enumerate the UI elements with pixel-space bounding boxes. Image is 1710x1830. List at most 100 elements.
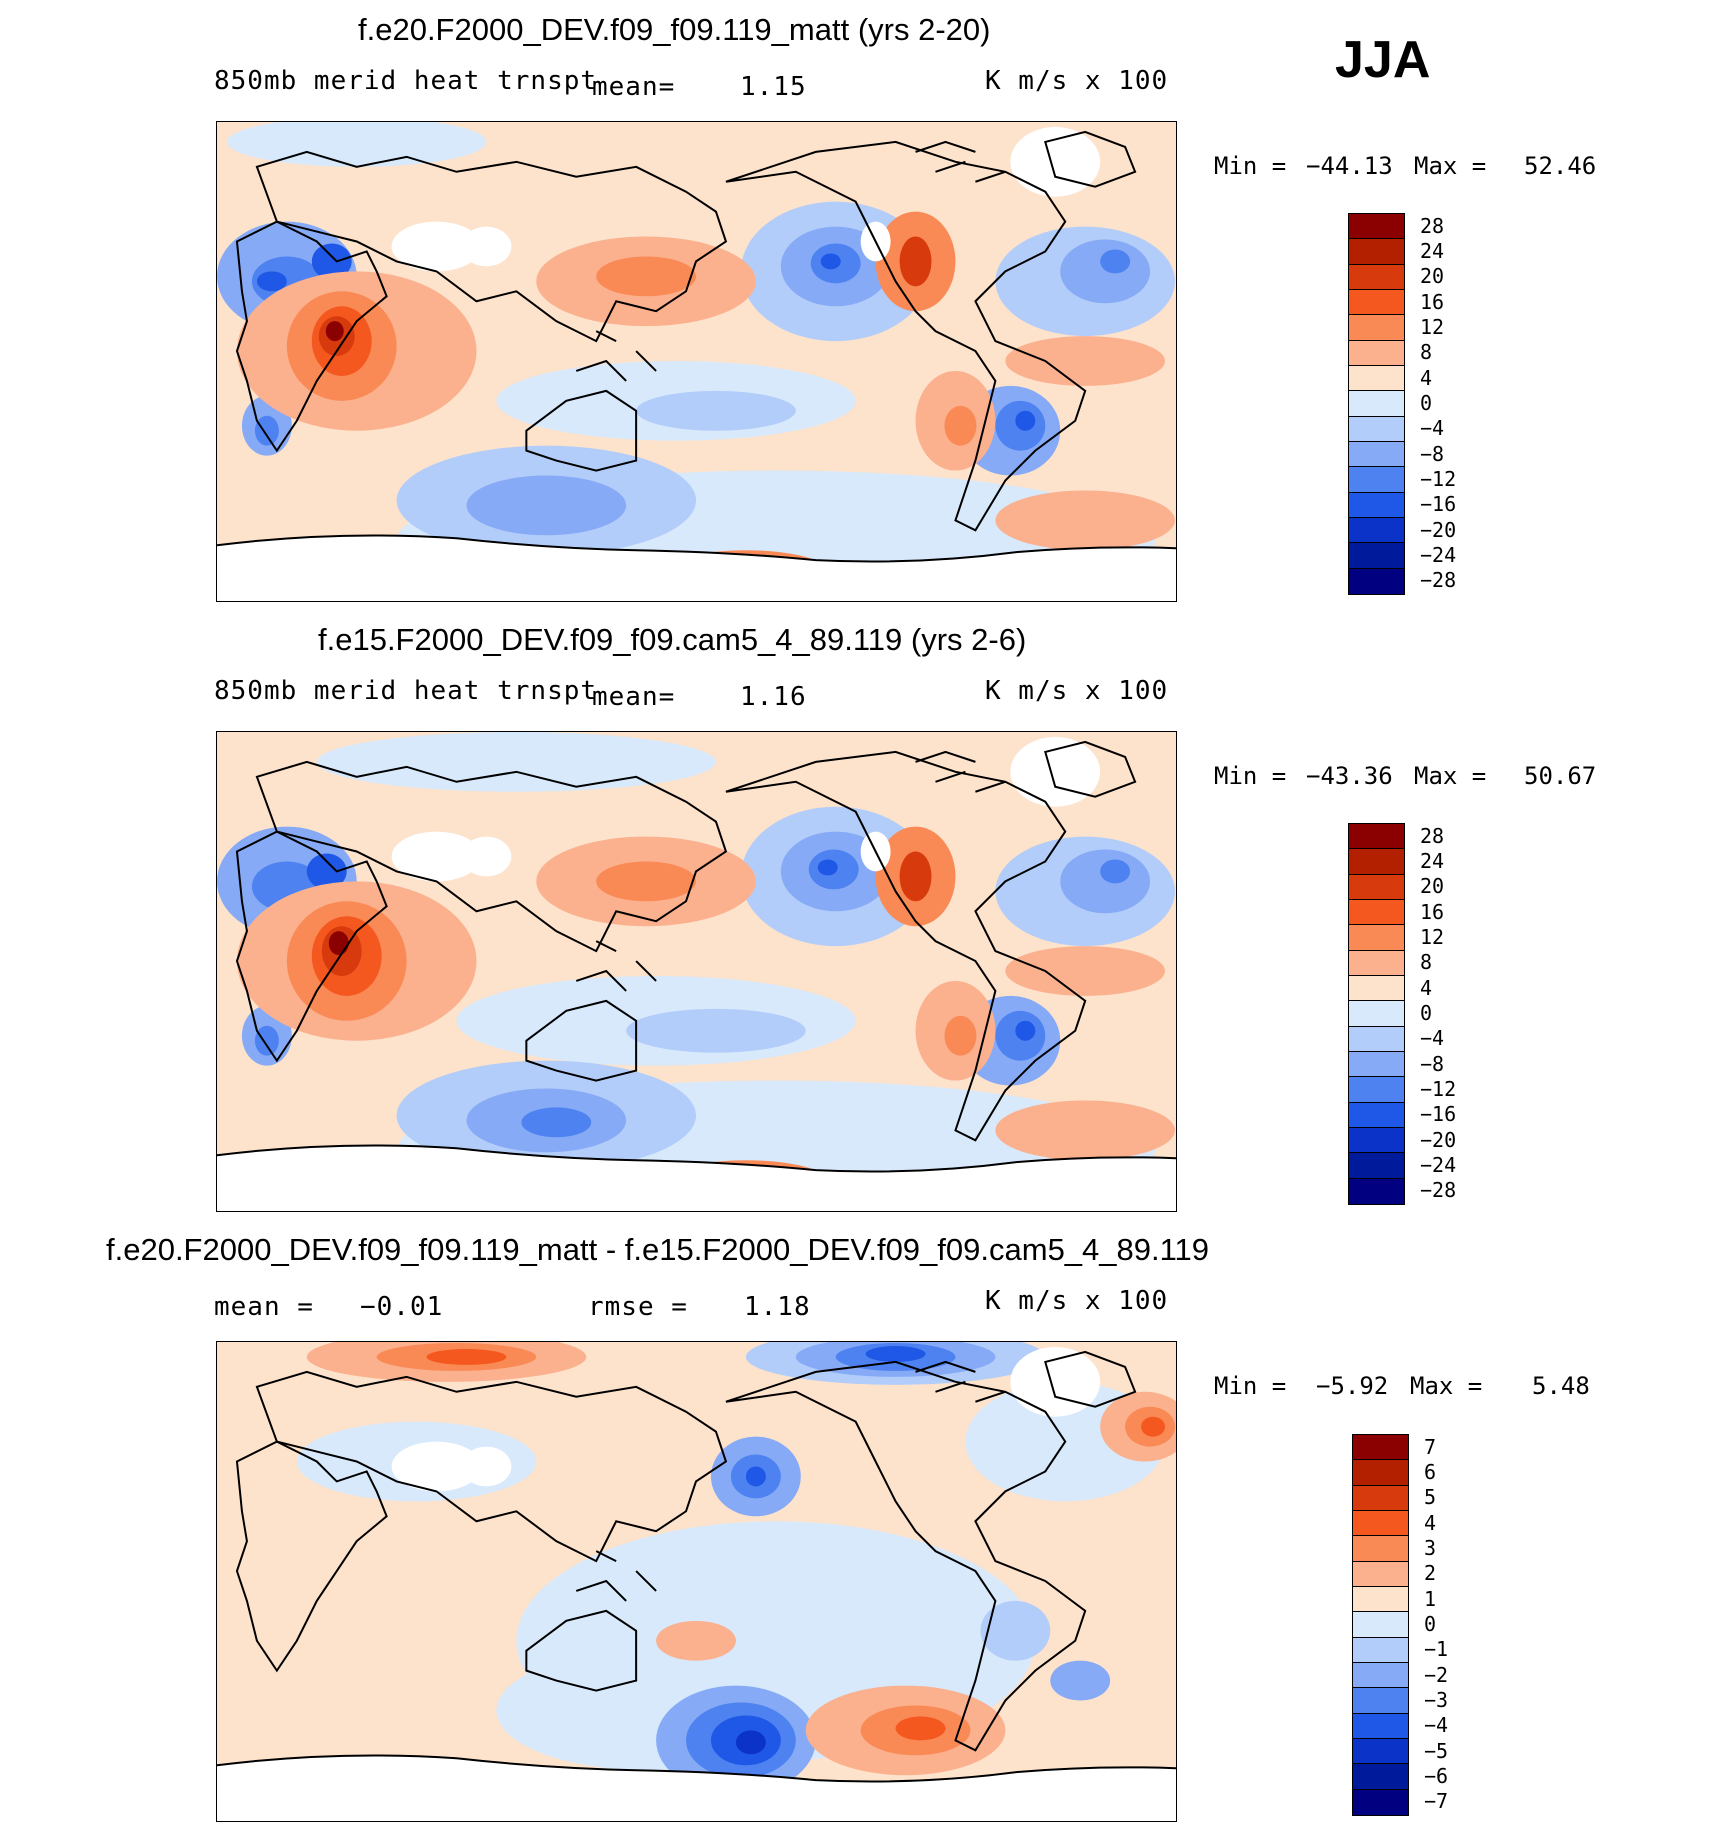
panel-2-colorbar-label: 8	[1420, 950, 1433, 975]
panel-2-colorbar-label: −28	[1420, 1178, 1457, 1203]
panel-2-colorbar-label: −8	[1420, 1051, 1445, 1076]
panel-3-colorbar-label: 0	[1424, 1612, 1437, 1636]
panel-3-colorbar-label: 3	[1424, 1536, 1437, 1560]
panel-3-colorbar-label: 4	[1424, 1510, 1437, 1535]
panel-2-colorbar-label: 28	[1420, 823, 1445, 848]
panel-3-colorbar-swatch	[1353, 1561, 1408, 1587]
panel-1-colorbar-labels: 28 24 20 16 12 8 4 0 −4 −8 −12 −16 −20 −…	[1420, 213, 1500, 595]
panel-2-colorbar-swatch	[1349, 1178, 1404, 1204]
panel-1-colorbar-label: 0	[1420, 391, 1433, 415]
panel-2-colorbar-swatch	[1349, 1051, 1404, 1078]
panel-2-mean-value: 1.16	[740, 682, 807, 712]
panel-2-colorbar-swatch	[1349, 824, 1404, 850]
panel-3-colorbar-swatch	[1353, 1688, 1408, 1714]
panel-2-units: K m/s x 100	[985, 676, 1169, 706]
panel-1-min-value: −44.13	[1306, 152, 1393, 180]
panel-3-colorbar-swatch	[1353, 1536, 1408, 1562]
panel-2-colorbar-label: −16	[1420, 1102, 1457, 1127]
panel-1-colorbar-label: −20	[1420, 517, 1457, 542]
panel-3-mean-label: mean =	[214, 1292, 314, 1322]
panel-1-min-label: Min =	[1214, 152, 1287, 180]
panel-1-colorbar-label: −12	[1420, 467, 1457, 491]
panel-2-colorbar-label: −4	[1420, 1026, 1445, 1051]
season-label: JJA	[1335, 31, 1431, 89]
panel-1-mean-label: mean=	[592, 72, 676, 102]
panel-3-colorbar-swatch	[1353, 1662, 1408, 1689]
panel-3-map-field	[217, 1342, 1176, 1821]
panel-2-min-label: Min =	[1214, 762, 1287, 790]
panel-3-colorbar-label: −2	[1424, 1662, 1449, 1687]
panel-1-colorbar-label: 4	[1420, 365, 1433, 390]
panel-2-map-field	[217, 732, 1176, 1211]
panel-3-colorbar-label: 7	[1424, 1434, 1437, 1459]
panel-2-colorbar-swatch	[1349, 874, 1404, 900]
panel-3-colorbar-swatch	[1353, 1586, 1408, 1613]
panel-2-colorbar-swatch	[1349, 1001, 1404, 1027]
panel-2-colorbar-swatch	[1349, 975, 1404, 1002]
panel-1-max-value: 52.46	[1524, 152, 1597, 180]
panel-2-colorbar-label: 0	[1420, 1001, 1433, 1025]
panel-1-colorbar	[1348, 213, 1405, 595]
panel-2-max-value: 50.67	[1524, 762, 1597, 790]
panel-3-title: f.e20.F2000_DEV.f09_f09.119_matt - f.e15…	[106, 1232, 1210, 1267]
panel-3-colorbar-label: −4	[1424, 1713, 1449, 1738]
panel-2-colorbar-swatch	[1349, 1077, 1404, 1103]
panel-1-colorbar-label: −24	[1420, 543, 1457, 567]
panel-3-colorbar-label: 6	[1424, 1460, 1437, 1484]
panel-1-colorbar-swatch	[1349, 289, 1404, 316]
panel-2-min-value: −43.36	[1306, 762, 1393, 790]
panel-2-colorbar-label: 16	[1420, 899, 1445, 924]
panel-2-colorbar-label: −12	[1420, 1077, 1457, 1101]
panel-2-colorbar-label: 24	[1420, 849, 1445, 873]
panel-2-colorbar-label: −20	[1420, 1127, 1457, 1152]
panel-2-colorbar-labels: 28 24 20 16 12 8 4 0 −4 −8 −12 −16 −20 −…	[1420, 823, 1500, 1205]
panel-3-colorbar-swatch	[1353, 1637, 1408, 1663]
panel-1-colorbar-swatch	[1349, 416, 1404, 442]
panel-1-colorbar-swatch	[1349, 264, 1404, 290]
panel-3-colorbar-label: −3	[1424, 1688, 1449, 1712]
panel-1-colorbar-swatch	[1349, 543, 1404, 569]
panel-2-colorbar-label: −24	[1420, 1153, 1457, 1177]
panel-3-colorbar-swatch	[1353, 1738, 1408, 1765]
panel-1-colorbar-label: −4	[1420, 416, 1445, 441]
panel-1-variable: 850mb merid heat trnspt	[214, 66, 598, 96]
panel-3-colorbar-swatch	[1353, 1460, 1408, 1486]
panel-2-colorbar-swatch	[1349, 1127, 1404, 1154]
panel-3-max-label: Max =	[1410, 1372, 1483, 1400]
panel-1-units: K m/s x 100	[985, 66, 1169, 96]
panel-3-colorbar-swatch	[1353, 1764, 1408, 1790]
panel-1-colorbar-swatch	[1349, 492, 1404, 518]
panel-3-colorbar-label: −6	[1424, 1764, 1449, 1788]
panel-3-max-value: 5.48	[1532, 1372, 1590, 1400]
panel-1-colorbar-swatch	[1349, 239, 1404, 265]
panel-3-rmse-value: 1.18	[744, 1292, 811, 1322]
panel-1-colorbar-label: −28	[1420, 568, 1457, 593]
panel-1-colorbar-swatch	[1349, 214, 1404, 240]
panel-2-colorbar-swatch	[1349, 899, 1404, 926]
panel-1-colorbar-swatch	[1349, 441, 1404, 468]
panel-1-map	[216, 121, 1177, 602]
panel-2-map	[216, 731, 1177, 1212]
panel-1-colorbar-label: 8	[1420, 340, 1433, 365]
panel-1-colorbar-swatch	[1349, 365, 1404, 392]
panel-3-colorbar-swatch	[1353, 1510, 1408, 1537]
panel-3-colorbar-label: −7	[1424, 1789, 1449, 1814]
panel-1-colorbar-label: 12	[1420, 315, 1445, 339]
panel-3-mean-value: −0.01	[360, 1292, 444, 1322]
panel-3-colorbar-label: 2	[1424, 1561, 1437, 1586]
panel-3-colorbar-swatch	[1353, 1435, 1408, 1461]
panel-3-map	[216, 1341, 1177, 1822]
panel-3-colorbar-swatch	[1353, 1612, 1408, 1638]
panel-2-colorbar-label: 12	[1420, 925, 1445, 949]
panel-1-colorbar-label: −16	[1420, 492, 1457, 517]
panel-2-title: f.e15.F2000_DEV.f09_f09.cam5_4_89.119 (y…	[318, 622, 1027, 657]
panel-3-colorbar-label: 1	[1424, 1586, 1437, 1611]
panel-1-colorbar-swatch	[1349, 391, 1404, 417]
panel-1-colorbar-label: 24	[1420, 239, 1445, 263]
panel-3-colorbar-label: −1	[1424, 1637, 1449, 1662]
panel-2-max-label: Max =	[1414, 762, 1487, 790]
panel-3-colorbar-swatch	[1353, 1789, 1408, 1815]
panel-1-colorbar-swatch	[1349, 568, 1404, 594]
panel-2-colorbar-label: 20	[1420, 874, 1445, 899]
panel-3-colorbar	[1352, 1434, 1409, 1816]
